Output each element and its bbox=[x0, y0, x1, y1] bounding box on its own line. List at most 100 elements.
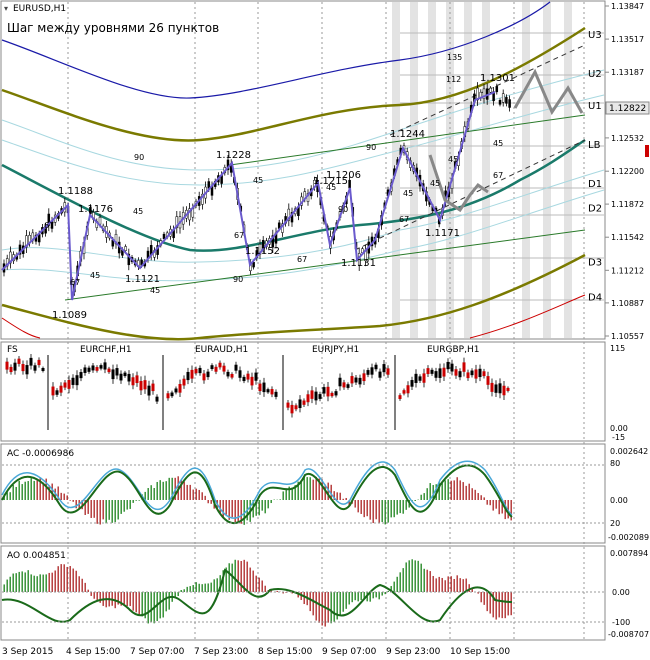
annotation-label: 1.1152 bbox=[245, 246, 280, 257]
ao-bar bbox=[420, 563, 422, 592]
annotation-label: 67 bbox=[493, 171, 503, 180]
pair-candle bbox=[37, 359, 41, 366]
band-line bbox=[1, 169, 605, 263]
ac-bar bbox=[489, 500, 491, 506]
ao-bar bbox=[384, 592, 386, 595]
ao-bar bbox=[429, 571, 431, 592]
ao-bar bbox=[258, 577, 260, 592]
ac-bar bbox=[150, 485, 152, 500]
ac-bar bbox=[339, 492, 341, 500]
pair-candle bbox=[366, 370, 370, 375]
ac-bar bbox=[312, 479, 314, 500]
ac-bar bbox=[297, 481, 299, 500]
ac-bar bbox=[483, 497, 485, 500]
ac-bar bbox=[45, 478, 47, 500]
pair-candle bbox=[206, 371, 210, 378]
ao-bar bbox=[54, 570, 56, 592]
ac-bar bbox=[201, 492, 203, 500]
ac-bar bbox=[9, 492, 11, 500]
ac-bar bbox=[309, 477, 311, 500]
ac-bar bbox=[228, 500, 230, 520]
annotation-label: 45 bbox=[493, 139, 503, 148]
ao-bar bbox=[36, 576, 38, 592]
ac-bar bbox=[456, 477, 458, 500]
candle-body bbox=[495, 86, 499, 93]
ao-bar bbox=[150, 592, 152, 622]
pair-candle bbox=[334, 391, 338, 396]
pair-candle bbox=[446, 361, 450, 370]
pair-candle bbox=[474, 369, 478, 379]
time-label: 10 Sep 15:00 bbox=[450, 647, 510, 657]
pair-candle bbox=[123, 372, 127, 377]
ac-bar bbox=[348, 500, 350, 506]
pair-candle bbox=[222, 365, 226, 372]
ac-bar bbox=[66, 495, 68, 500]
ao-bar bbox=[60, 564, 62, 592]
ao-bar bbox=[414, 560, 416, 592]
ac-bar bbox=[18, 480, 20, 500]
ao-bar bbox=[444, 580, 446, 592]
ac-bar bbox=[261, 500, 263, 511]
ac-bar bbox=[120, 500, 122, 514]
ao-bar bbox=[504, 592, 506, 619]
ac-bar bbox=[474, 489, 476, 500]
ao-bar bbox=[42, 574, 44, 592]
ao-bar bbox=[321, 592, 323, 626]
annotations: 1.1188 1.1176 1.1089 1.1121 1.1228 1.1152 1.12… bbox=[44, 53, 515, 321]
ao-bar bbox=[225, 567, 227, 592]
ao-bar bbox=[216, 578, 218, 592]
ac-bar bbox=[384, 500, 386, 525]
ao-bar bbox=[123, 592, 125, 605]
ao-bar bbox=[441, 577, 443, 592]
ao-bar bbox=[168, 592, 170, 610]
annotation-label: 45 bbox=[90, 271, 100, 280]
ac-bar bbox=[279, 499, 281, 500]
pairs-panel-label: FS bbox=[7, 345, 18, 355]
pair-candle bbox=[398, 395, 402, 399]
ao-bar bbox=[198, 583, 200, 592]
ao-bar bbox=[396, 576, 398, 592]
pairs-panel bbox=[0, 341, 606, 442]
ac-bar bbox=[393, 500, 395, 518]
ac-bar bbox=[510, 500, 512, 521]
lower-red bbox=[1, 317, 41, 339]
chart-dropdown-icon[interactable]: ▾ bbox=[4, 4, 8, 13]
annotation-label: 90 bbox=[366, 143, 376, 152]
ao-signal bbox=[1, 568, 513, 623]
ac-bar bbox=[327, 482, 329, 500]
pair-candle bbox=[194, 368, 198, 374]
ao-bar bbox=[78, 576, 80, 592]
pair-candle bbox=[362, 373, 366, 382]
ao-bar bbox=[240, 560, 242, 592]
ao-bar bbox=[363, 592, 365, 599]
pair-candle bbox=[155, 396, 159, 402]
ac-bar bbox=[381, 500, 383, 523]
ac-signal-cyan bbox=[1, 460, 513, 519]
pair-candle bbox=[230, 374, 234, 378]
pair-candle bbox=[354, 377, 358, 383]
ac-bar bbox=[357, 500, 359, 513]
ao-bar bbox=[369, 592, 371, 602]
pair-candle bbox=[386, 368, 390, 375]
ac-bar bbox=[495, 500, 497, 509]
pair-candle bbox=[25, 365, 29, 375]
ac-bar bbox=[447, 479, 449, 500]
ao-scale-100: -100 bbox=[612, 618, 630, 627]
pair-candle bbox=[258, 383, 262, 392]
pair-candle bbox=[350, 376, 354, 384]
ao-bar bbox=[90, 592, 92, 596]
candle-body bbox=[47, 213, 51, 226]
annotation-label: 1.1228 bbox=[216, 150, 251, 161]
ao-bar bbox=[69, 566, 71, 592]
pair-candle bbox=[302, 400, 306, 405]
pair-candle bbox=[262, 382, 266, 393]
pair-candle bbox=[326, 386, 330, 397]
ac-scale-top: 0.002642 bbox=[610, 447, 648, 456]
ac-bar bbox=[165, 481, 167, 500]
ac-bar bbox=[462, 482, 464, 500]
ao-bar bbox=[330, 592, 332, 624]
annotation-label: 45 bbox=[448, 155, 458, 164]
ao-bar bbox=[9, 576, 11, 592]
ac-bar bbox=[363, 500, 365, 518]
ac-bar bbox=[87, 500, 89, 514]
